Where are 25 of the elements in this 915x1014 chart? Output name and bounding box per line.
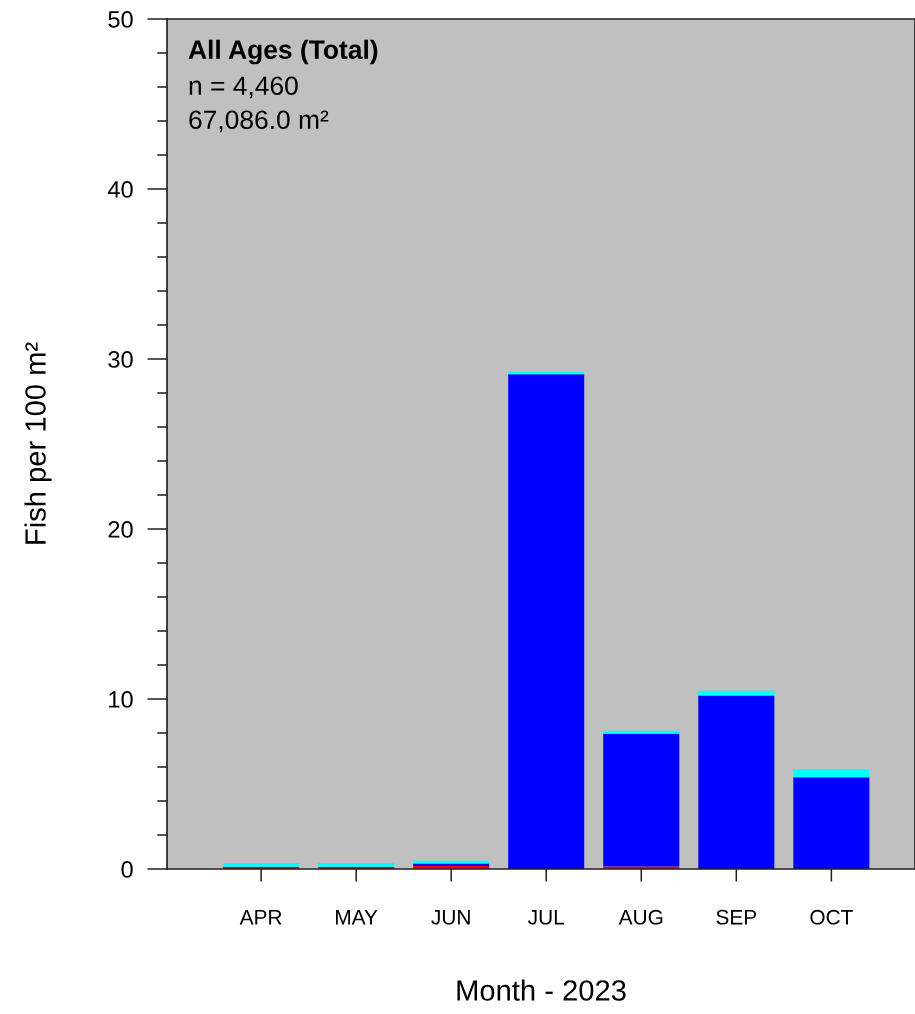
bar (793, 777, 870, 869)
y-tick-label: 30 (108, 351, 133, 368)
annotation: 67,086.0 m² (189, 110, 329, 133)
x-axis-title: Month - 2023 (457, 979, 626, 1001)
bar (603, 730, 680, 734)
x-tick-label: JUL (528, 910, 565, 925)
x-tick-label: AUG (618, 909, 663, 925)
x-tick-label: OCT (810, 909, 853, 925)
annotation: n = 4,460 (189, 76, 298, 99)
x-tick-label: APR (239, 910, 282, 925)
text: All Ages (Total) (188, 39, 378, 65)
bar (508, 374, 585, 869)
x-tick-label: MAY (336, 910, 378, 925)
y-axis-title: Fish per 100 m² (24, 342, 52, 544)
bar (793, 769, 870, 778)
bar (698, 695, 775, 869)
bar (698, 690, 775, 696)
y-tick-label: 20 (108, 521, 133, 538)
y-tick-label: 0 (121, 861, 133, 878)
y-tick-label: 50 (108, 11, 133, 28)
x-tick-label: JUN (431, 910, 470, 925)
x-tick-label: SEP (716, 909, 757, 925)
y-tick-label: 40 (107, 181, 133, 198)
bar (603, 733, 680, 867)
y-tick-label: 10 (109, 691, 133, 708)
